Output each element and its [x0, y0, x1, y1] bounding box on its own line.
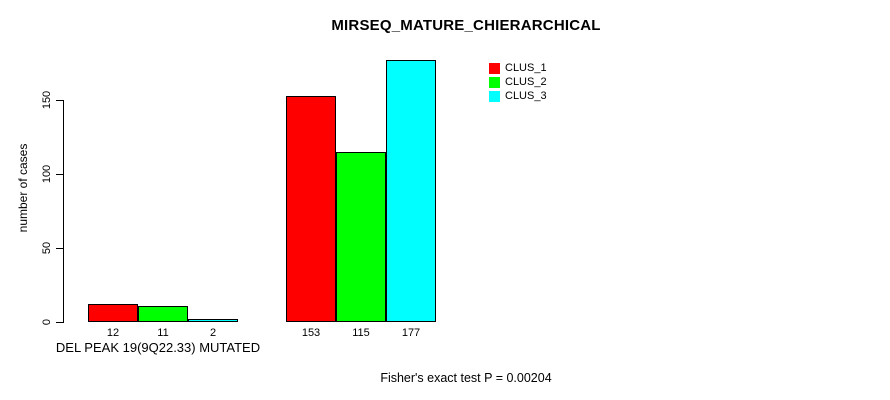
- legend-swatch-clus_2: [489, 76, 500, 88]
- legend-item-clus_2: CLUS_2: [489, 75, 547, 89]
- bar-value-clus_2-group1: 11: [157, 327, 169, 339]
- y-tick-label-0: 0: [41, 318, 53, 326]
- y-tick-0: [56, 322, 63, 323]
- bar-clus_3-group1: [188, 319, 238, 322]
- chart-title: MIRSEQ_MATURE_CHIERARCHICAL: [331, 17, 601, 34]
- y-tick-label-150: 150: [41, 90, 53, 110]
- y-tick-150: [56, 100, 63, 101]
- legend-item-clus_1: CLUS_1: [489, 61, 547, 75]
- legend-item-clus_3: CLUS_3: [489, 89, 547, 103]
- legend-label-clus_3: CLUS_3: [505, 90, 547, 102]
- bar-value-clus_1-group1: 12: [106, 327, 120, 339]
- legend-swatch-clus_1: [489, 62, 500, 74]
- legend-label-clus_1: CLUS_1: [505, 62, 547, 74]
- y-tick-50: [56, 248, 63, 249]
- y-tick-label-50: 50: [41, 241, 53, 255]
- bar-value-clus_1-group2: 153: [301, 327, 321, 339]
- y-tick-label-100: 100: [41, 164, 53, 184]
- x-group-label: DEL PEAK 19(9Q22.33) MUTATED: [55, 340, 261, 355]
- bar-value-clus_2-group2: 115: [352, 327, 370, 339]
- legend-label-clus_2: CLUS_2: [505, 76, 547, 88]
- y-tick-100: [56, 174, 63, 175]
- legend-swatch-clus_3: [489, 90, 500, 102]
- y-axis-title: number of cases: [16, 143, 30, 233]
- y-axis-line: [63, 100, 64, 323]
- bar-clus_1-group1: [88, 304, 138, 322]
- bar-clus_2-group1: [138, 306, 188, 322]
- legend: CLUS_1 CLUS_2 CLUS_3: [489, 61, 547, 103]
- caption-fishers-test: Fisher's exact test P = 0.00204: [380, 371, 552, 385]
- bar-clus_3-group2: [386, 60, 436, 322]
- bar-clus_1-group2: [286, 96, 336, 322]
- bar-clus_2-group2: [336, 152, 386, 322]
- bar-value-clus_3-group2: 177: [401, 327, 421, 339]
- bar-value-clus_3-group1: 2: [209, 327, 217, 339]
